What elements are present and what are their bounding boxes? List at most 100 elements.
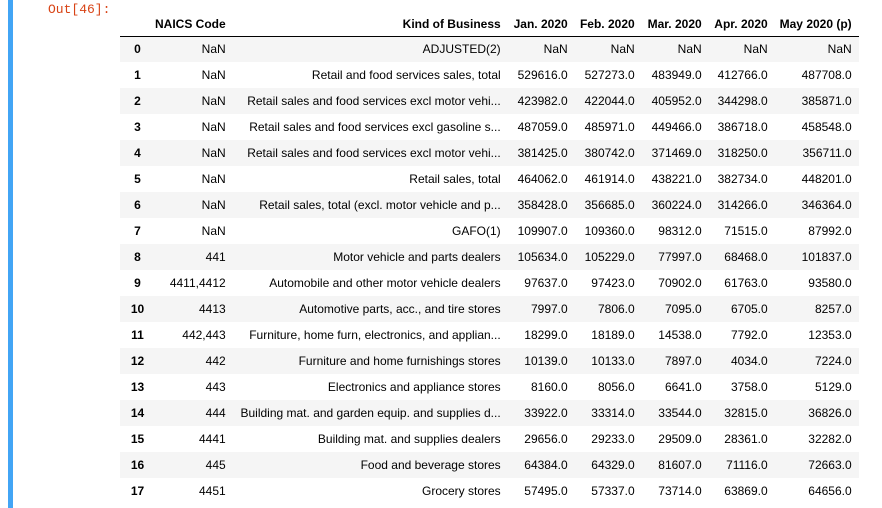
- table-cell: NaN: [201, 198, 226, 212]
- table-cell: 487059.0: [517, 120, 568, 134]
- table-cell: 18299.0: [524, 328, 568, 342]
- row-index: 17: [130, 484, 145, 498]
- table-row: 10 4413 Automotive parts, acc., and tire s…: [120, 296, 859, 322]
- table-cell: 33544.0: [658, 406, 702, 420]
- table-cell: 71515.0: [724, 224, 768, 238]
- table-row: 8 441 Motor vehicle and parts dealers 10563…: [120, 244, 859, 270]
- table-cell: 64329.0: [591, 458, 635, 472]
- table-cell: 32815.0: [724, 406, 768, 420]
- table-cell: 461914.0: [584, 172, 635, 186]
- row-index: 2: [134, 94, 141, 108]
- table-row: 14 444 Building mat. and garden equip. and…: [120, 400, 859, 426]
- table-cell: NaN: [201, 68, 226, 82]
- table-cell: NaN: [743, 42, 768, 57]
- table-cell: 422044.0: [584, 94, 635, 108]
- table-cell: 77997.0: [658, 250, 702, 264]
- table-cell: 441: [205, 250, 226, 264]
- table-cell: NaN: [201, 172, 226, 186]
- table-cell: 464062.0: [517, 172, 568, 186]
- table-cell: 29233.0: [591, 432, 635, 446]
- table-row: 3 NaN Retail sales and food services excl …: [120, 114, 859, 140]
- header-row: NAICS Code Kind of Business Jan. 2020 Feb. …: [120, 12, 859, 36]
- table-cell: NaN: [201, 120, 226, 134]
- table-cell: 109360.0: [584, 224, 635, 238]
- table-cell: NaN: [610, 42, 635, 57]
- table-cell: NaN: [677, 42, 702, 57]
- table-cell: 449466.0: [651, 120, 702, 134]
- table-cell: 6705.0: [730, 302, 768, 316]
- table-cell: Retail sales and food services excl gaso…: [249, 120, 501, 134]
- table-cell: NaN: [543, 42, 568, 57]
- table-cell: 423982.0: [517, 94, 568, 108]
- table-row: 16 445 Food and beverage stores 64384.0 6432…: [120, 452, 859, 478]
- table-cell: 360224.0: [651, 198, 702, 212]
- table-cell: 72663.0: [808, 458, 852, 472]
- table-cell: 97637.0: [524, 276, 568, 290]
- table-cell: 4441: [198, 432, 226, 446]
- table-cell: 344298.0: [717, 94, 768, 108]
- table-cell: 105634.0: [517, 250, 568, 264]
- table-cell: 81607.0: [658, 458, 702, 472]
- row-index: 1: [134, 68, 141, 82]
- column-header: Feb. 2020: [579, 16, 635, 31]
- table-cell: Retail sales, total: [409, 172, 501, 186]
- table-cell: Motor vehicle and parts dealers: [333, 250, 501, 264]
- table-cell: 380742.0: [584, 146, 635, 160]
- table-cell: 4411,4412: [169, 276, 226, 290]
- table-row: 6 NaN Retail sales, total (excl. motor veh…: [120, 192, 859, 218]
- table-cell: 10139.0: [524, 354, 568, 368]
- table-row: 4 NaN Retail sales and food services excl …: [120, 140, 859, 166]
- row-index: 12: [130, 354, 145, 368]
- table-cell: 93580.0: [808, 276, 852, 290]
- table-cell: 68468.0: [724, 250, 768, 264]
- table-cell: 63869.0: [724, 484, 768, 498]
- table-cell: 7997.0: [530, 302, 568, 316]
- table-cell: 483949.0: [651, 68, 702, 82]
- table-cell: 356685.0: [584, 198, 635, 212]
- table-cell: 485971.0: [584, 120, 635, 134]
- row-index: 15: [130, 432, 145, 446]
- table-cell: 5129.0: [814, 380, 852, 394]
- table-cell: 386718.0: [717, 120, 768, 134]
- table-cell: Automobile and other motor vehicle deale…: [269, 276, 501, 290]
- dataframe: NAICS Code Kind of Business Jan. 2020 Feb. …: [120, 12, 859, 504]
- table-cell: Automotive parts, acc., and tire stores: [299, 302, 501, 316]
- table-cell: 33922.0: [524, 406, 568, 420]
- table-cell: 61763.0: [724, 276, 768, 290]
- table-row: 12 442 Furniture and home furnishings stor…: [120, 348, 859, 374]
- table-row: 0 NaN ADJUSTED(2) NaN NaN NaN NaN NaN: [120, 36, 859, 62]
- table-cell: 57337.0: [591, 484, 635, 498]
- table-header: NAICS Code Kind of Business Jan. 2020 Feb. …: [120, 12, 859, 36]
- row-index: 14: [130, 406, 145, 420]
- table-cell: 7095.0: [664, 302, 702, 316]
- table-cell: 7897.0: [664, 354, 702, 368]
- row-index: 11: [131, 328, 144, 342]
- column-header: May 2020 (p): [779, 16, 852, 31]
- table-cell: NaN: [201, 94, 226, 108]
- table-cell: 14538.0: [658, 328, 702, 342]
- table-cell: Retail sales and food services excl moto…: [247, 94, 501, 108]
- table-cell: Retail and food services sales, total: [311, 68, 501, 82]
- table-cell: 8160.0: [530, 380, 568, 394]
- table-cell: 28361.0: [724, 432, 768, 446]
- table-cell: 438221.0: [651, 172, 702, 186]
- table-cell: 443: [205, 380, 226, 394]
- table-cell: 71116.0: [726, 458, 768, 472]
- column-header: Kind of Business: [402, 16, 501, 31]
- row-index: 5: [134, 172, 141, 186]
- table-row: 11 442,443 Furniture, home furn, electroni…: [120, 322, 859, 348]
- table-cell: 70902.0: [658, 276, 702, 290]
- table-cell: 33314.0: [591, 406, 635, 420]
- table-cell: 448201.0: [801, 172, 852, 186]
- table-row: 7 NaN GAFO(1) 109907.0 109360.0 98312.0 71515.…: [120, 218, 859, 244]
- cell-selection-bar: [8, 0, 13, 508]
- table-cell: 6641.0: [664, 380, 702, 394]
- row-index: 3: [134, 120, 141, 134]
- table-cell: 442,443: [182, 328, 226, 342]
- table-cell: Grocery stores: [421, 484, 501, 498]
- table-cell: 64384.0: [524, 458, 568, 472]
- table-cell: Retail sales, total (excl. motor vehicle…: [259, 198, 501, 212]
- table-cell: 64656.0: [808, 484, 852, 498]
- table-cell: 87992.0: [808, 224, 852, 238]
